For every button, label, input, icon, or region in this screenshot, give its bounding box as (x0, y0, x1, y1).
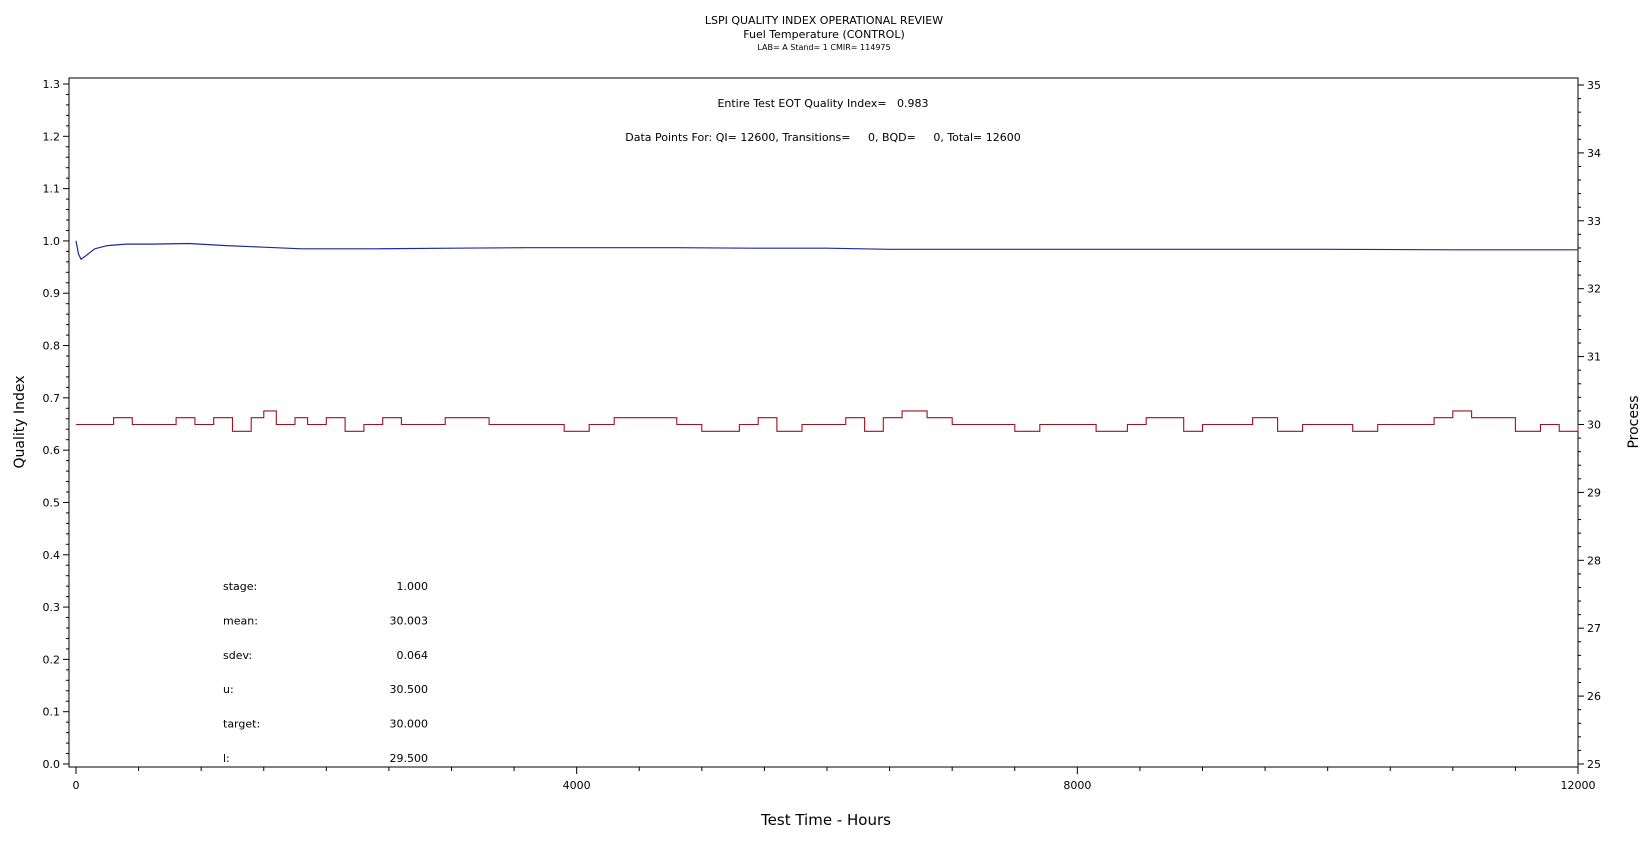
y-left-tick-label: 0.4 (43, 549, 61, 562)
y-left-tick-label: 0.3 (43, 601, 61, 614)
stat-value: 0.064 (397, 649, 429, 662)
y-right-tick-label: 27 (1587, 622, 1601, 635)
axis-ticks: 0.0 0.1 0.2 0.3 0.4 0.5 0.6 0.7 0.8 0.9 1.0 1.1 1.2 1… (43, 78, 1602, 792)
y-left-tick-label: 0.9 (43, 287, 61, 300)
stat-label: target: (223, 718, 260, 731)
stat-value: 1.000 (397, 580, 429, 593)
y-right-tick-label: 28 (1587, 554, 1601, 567)
y-left-tick-label: 1.3 (43, 78, 61, 91)
y-right-tick-label: 31 (1587, 351, 1601, 364)
stat-label: u: (223, 683, 234, 696)
x-tick-label: 0 (73, 779, 80, 792)
stat-value: 30.003 (390, 614, 429, 627)
data-points-annotation: Data Points For: QI= 12600, Transitions=… (625, 131, 1020, 144)
process-line (76, 410, 1579, 432)
y-right-tick-label: 34 (1587, 147, 1601, 160)
stat-label: l: (223, 752, 230, 765)
y-right-tick-label: 30 (1587, 419, 1601, 432)
x-tick-label: 8000 (1063, 779, 1091, 792)
stat-value: 30.500 (390, 683, 429, 696)
y-right-tick-label: 29 (1587, 486, 1601, 499)
y-right-tick-label: 33 (1587, 215, 1601, 228)
y-left-tick-label: 1.2 (43, 130, 61, 143)
y-left-tick-label: 1.1 (43, 183, 61, 196)
stats-block: stage: 1.000 mean: 30.003 sdev: 0.064 u: 30.500… (223, 580, 428, 765)
qi-summary-annotation: Entire Test EOT Quality Index= 0.983 (717, 97, 928, 110)
y-left-tick-label: 0.1 (43, 706, 61, 719)
y-right-tick-label: 35 (1587, 79, 1601, 92)
y-right-tick-label: 26 (1587, 690, 1601, 703)
stat-label: mean: (223, 614, 258, 627)
quality-index-line (75, 240, 1578, 261)
chart-title: LSPI QUALITY INDEX OPERATIONAL REVIEW (704, 14, 944, 27)
stat-value: 29.500 (390, 752, 429, 765)
y-right-tick-label: 25 (1587, 758, 1601, 771)
y-left-tick-label: 0.6 (43, 444, 61, 457)
x-tick-label: 4000 (563, 779, 591, 792)
x-axis-label: Test Time - Hours (760, 811, 891, 829)
plot-frame (68, 77, 1579, 768)
y-left-tick-label: 0.8 (43, 340, 61, 353)
stat-label: sdev: (223, 649, 252, 662)
y-right-tick-label: 32 (1587, 283, 1601, 296)
x-tick-label: 12000 (1561, 779, 1596, 792)
stat-value: 30.000 (390, 718, 429, 731)
y-left-tick-label: 0.2 (43, 653, 61, 666)
stat-label: stage: (223, 580, 257, 593)
y-left-tick-label: 0.0 (43, 758, 61, 771)
y-axis-label-left: Quality Index (12, 375, 28, 468)
series-lines (75, 240, 1579, 432)
y-left-tick-label: 1.0 (43, 235, 61, 248)
chart-subtitle: Fuel Temperature (CONTROL) (743, 28, 905, 41)
y-left-tick-label: 0.5 (43, 496, 61, 509)
y-axis-label-right: Process (1626, 395, 1642, 448)
chart-info-line: LAB= A Stand= 1 CMIR= 114975 (757, 43, 891, 52)
y-left-tick-label: 0.7 (43, 392, 61, 405)
